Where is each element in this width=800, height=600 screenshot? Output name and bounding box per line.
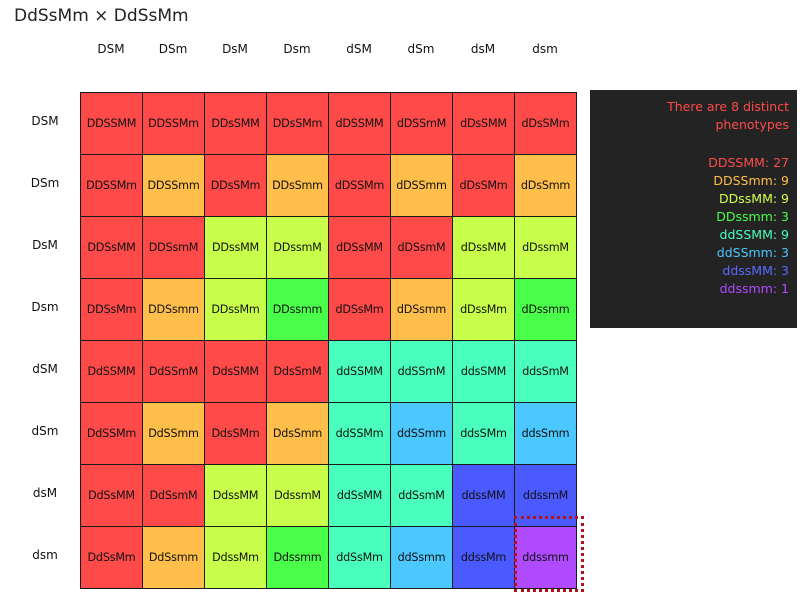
punnett-cell[interactable]: DdsSmm	[267, 403, 329, 465]
punnett-cell[interactable]: ddSsMM	[329, 465, 391, 527]
phenotype-count-item: ddssmm: 1	[719, 281, 789, 296]
punnett-cell[interactable]: DDsSMm	[205, 155, 267, 217]
punnett-cell[interactable]: dDssmm	[515, 279, 577, 341]
column-header-DsM: DsM	[222, 42, 248, 56]
punnett-cell[interactable]: DdsSMM	[205, 341, 267, 403]
punnett-cell[interactable]: DDSsMM	[81, 217, 143, 279]
punnett-cell[interactable]: dDSSmm	[391, 155, 453, 217]
punnett-cell[interactable]: dDSSMM	[329, 93, 391, 155]
phenotype-count-item: ddSSMM: 9	[719, 227, 789, 242]
row-header-DSm: DSm	[30, 176, 60, 190]
punnett-cell[interactable]: dDsSMm	[515, 93, 577, 155]
punnett-cell[interactable]: dDSSmM	[391, 93, 453, 155]
punnett-cell[interactable]: dDSSMm	[329, 155, 391, 217]
punnett-cell[interactable]: dDSsmm	[391, 279, 453, 341]
punnett-cell[interactable]: dDsSMM	[453, 93, 515, 155]
punnett-cell[interactable]: DDssMm	[205, 279, 267, 341]
punnett-cell[interactable]: dDSsmM	[391, 217, 453, 279]
punnett-cell[interactable]: DdSsMM	[81, 465, 143, 527]
punnett-cell[interactable]: ddsSMm	[453, 403, 515, 465]
punnett-cell[interactable]: DdssmM	[267, 465, 329, 527]
row-header-DsM: DsM	[32, 238, 58, 252]
phenotype-count-item: DDssmm: 3	[716, 209, 789, 224]
row-header-dSm: dSm	[31, 424, 59, 438]
punnett-cell[interactable]: ddssMm	[453, 527, 515, 589]
punnett-cell[interactable]: Ddssmm	[267, 527, 329, 589]
row-header-Dsm: Dsm	[31, 300, 59, 314]
punnett-cell[interactable]: DDSSMm	[81, 155, 143, 217]
punnett-cell[interactable]: ddSsmM	[391, 465, 453, 527]
phenotype-count-item: DDssMM: 9	[719, 191, 789, 206]
punnett-cell[interactable]: dDSsMM	[329, 217, 391, 279]
punnett-cell[interactable]: DdssMm	[205, 527, 267, 589]
punnett-cell[interactable]: DDSSMm	[143, 93, 205, 155]
phenotype-count-item: DDSSMM: 27	[708, 155, 789, 170]
row-header-dSM: dSM	[32, 362, 58, 376]
punnett-cell[interactable]: DdSSmm	[143, 403, 205, 465]
punnett-cell[interactable]: ddsSmm	[515, 403, 577, 465]
punnett-cell[interactable]: DDsSMm	[267, 93, 329, 155]
row-header-dsm: dsm	[32, 548, 58, 562]
punnett-cell[interactable]: DdSsmM	[143, 465, 205, 527]
phenotype-list: DDSSMM: 27 DDSSmm: 9 DDssMM: 9 DDssmm: 3 ddS…	[598, 154, 789, 298]
punnett-cell[interactable]: ddssmM	[515, 465, 577, 527]
column-header-DSm: DSm	[158, 42, 188, 56]
punnett-cell[interactable]: ddSSmm	[391, 403, 453, 465]
punnett-cell[interactable]: ddSSMM	[329, 341, 391, 403]
punnett-cell[interactable]: DDssmm	[267, 279, 329, 341]
punnett-cell[interactable]: DDsSmm	[267, 155, 329, 217]
punnett-cell[interactable]: DDssmM	[267, 217, 329, 279]
punnett-cell[interactable]: dDsSMm	[453, 155, 515, 217]
punnett-cell[interactable]: DdSsmm	[143, 527, 205, 589]
punnett-cell[interactable]: DDSsMm	[81, 279, 143, 341]
punnett-cell[interactable]: dDSsMm	[329, 279, 391, 341]
punnett-cell[interactable]: DDSsmm	[143, 279, 205, 341]
punnett-cell[interactable]: DdssMM	[205, 465, 267, 527]
column-header-dSM: dSM	[346, 42, 372, 56]
punnett-cell[interactable]: DdSSmM	[143, 341, 205, 403]
phenotype-summary-panel: There are 8 distinct phenotypes DDSSMM: …	[590, 90, 797, 328]
punnett-cell[interactable]: DDsSMM	[205, 93, 267, 155]
punnett-cell[interactable]: dDsSmm	[515, 155, 577, 217]
row-header-DSM: DSM	[31, 114, 59, 128]
phenotype-count-item: DDSSmm: 9	[713, 173, 789, 188]
punnett-cell[interactable]: dDssmM	[515, 217, 577, 279]
punnett-cell[interactable]: DDssMM	[205, 217, 267, 279]
punnett-cell[interactable]: ddSSMm	[329, 403, 391, 465]
punnett-cell[interactable]: DdsSMm	[205, 403, 267, 465]
punnett-cell[interactable]: DdSsMm	[81, 527, 143, 589]
punnett-cell[interactable]: dDssMM	[453, 217, 515, 279]
punnett-cell[interactable]: DdsSmM	[267, 341, 329, 403]
punnett-cell[interactable]: DDSsmM	[143, 217, 205, 279]
phenotype-count-item: ddssMM: 3	[722, 263, 789, 278]
punnett-cell[interactable]: ddsSMM	[453, 341, 515, 403]
phenotype-count-heading: There are 8 distinct phenotypes	[667, 99, 789, 132]
column-header-dSm: dSm	[407, 42, 435, 56]
punnett-cell[interactable]: ddSSmM	[391, 341, 453, 403]
column-header-Dsm: Dsm	[283, 42, 311, 56]
punnett-cell[interactable]: ddSsmm	[391, 527, 453, 589]
row-header-dsM: dsM	[32, 486, 58, 500]
punnett-cell[interactable]: ddssmm	[515, 527, 577, 589]
punnett-square: DDSSMM DDSSMm DDsSMM DDsSMm dDSSMM dDSSmM dDsS…	[80, 92, 577, 589]
column-header-dsm: dsm	[532, 42, 558, 56]
punnett-cell[interactable]: DDSSmm	[143, 155, 205, 217]
punnett-cell[interactable]: DdSSMm	[81, 403, 143, 465]
phenotype-count-item: ddSSmm: 3	[716, 245, 789, 260]
punnett-cell[interactable]: DDSSMM	[81, 93, 143, 155]
punnett-cell[interactable]: ddsSmM	[515, 341, 577, 403]
cross-title: DdSsMm × DdSsMm	[14, 6, 189, 26]
punnett-cell[interactable]: ddSsMm	[329, 527, 391, 589]
column-header-dsM: dsM	[470, 42, 496, 56]
column-header-DSM: DSM	[97, 42, 125, 56]
punnett-cell[interactable]: dDssMm	[453, 279, 515, 341]
punnett-cell[interactable]: ddssMM	[453, 465, 515, 527]
punnett-cell[interactable]: DdSSMM	[81, 341, 143, 403]
